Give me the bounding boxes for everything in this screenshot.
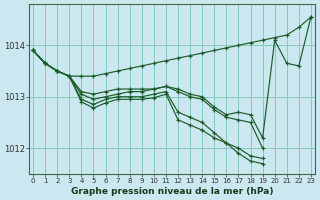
X-axis label: Graphe pression niveau de la mer (hPa): Graphe pression niveau de la mer (hPa) <box>71 187 273 196</box>
